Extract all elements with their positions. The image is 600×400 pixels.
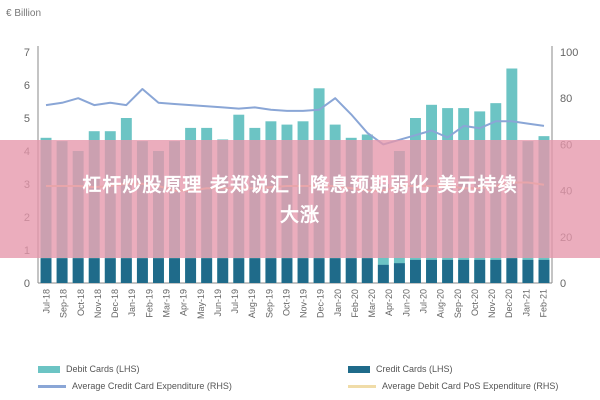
x-tick-label: Dec-20 [504, 289, 514, 318]
credit-cards-bar [40, 258, 52, 283]
x-tick-label: Nov-19 [299, 289, 309, 318]
credit-cards-bar [120, 258, 132, 283]
credit-cards-bar [233, 258, 245, 283]
credit-cards-bar [458, 259, 470, 283]
x-tick-label: Oct-18 [76, 289, 86, 316]
overlay-banner-line-2: 大涨 [279, 204, 320, 226]
legend-label-debit: Debit Cards (LHS) [66, 364, 140, 374]
credit-cards-bar [377, 264, 389, 283]
legend-swatch-credit [348, 365, 370, 373]
legend-item-debit: Debit Cards (LHS) [38, 364, 140, 374]
x-tick-label: Jul-20 [419, 289, 429, 314]
credit-cards-bar [281, 258, 293, 283]
credit-cards-bar [410, 259, 421, 283]
credit-cards-bar [169, 258, 180, 283]
right-y-tick-label: 80 [560, 93, 572, 105]
credit-cards-bar [72, 258, 84, 283]
credit-cards-bar [249, 258, 261, 283]
legend-item-credit: Credit Cards (LHS) [348, 364, 453, 374]
x-tick-label: Mar-20 [367, 289, 377, 318]
legend-item-avg-debit: Average Debit Card PoS Expenditure (RHS) [348, 381, 558, 391]
overlay-banner-text: 杠杆炒股原理 老郑说汇｜降息预期弱化 美元持续 大涨 [6, 170, 594, 230]
x-tick-label: Mar-19 [162, 289, 172, 318]
left-y-tick-label: 0 [24, 278, 30, 290]
credit-cards-bar [442, 259, 454, 283]
x-tick-label: Nov-18 [93, 289, 103, 318]
x-tick-label: Apr-19 [179, 289, 189, 316]
legend-swatch-avg-credit [38, 384, 66, 388]
x-tick-label: Jul-18 [42, 289, 52, 314]
x-tick-label: Jun-19 [213, 289, 223, 317]
credit-cards-bar [88, 258, 100, 283]
right-y-tick-label: 0 [560, 278, 566, 290]
credit-cards-bar [538, 259, 550, 283]
credit-cards-bar [201, 258, 213, 283]
right-y-tick-label: 100 [560, 47, 578, 59]
x-tick-label: Jan-20 [333, 289, 343, 317]
credit-cards-bar [136, 258, 148, 283]
legend-label-avg-debit: Average Debit Card PoS Expenditure (RHS) [382, 381, 559, 391]
legend-swatch-avg-debit [348, 384, 376, 388]
overlay-banner-line-1: 杠杆炒股原理 老郑说汇｜降息预期弱化 美元持续 [82, 174, 518, 196]
x-tick-label: Apr-20 [384, 289, 394, 316]
x-tick-label: May-19 [196, 289, 206, 319]
credit-cards-bar [313, 258, 325, 283]
x-tick-label: Oct-20 [470, 289, 480, 316]
credit-cards-bar [393, 263, 405, 283]
x-tick-label: Oct-19 [281, 289, 291, 316]
x-tick-label: Feb-21 [538, 289, 548, 318]
credit-cards-bar [329, 258, 341, 283]
x-tick-label: Aug-20 [436, 289, 446, 318]
legend-label-avg-credit: Average Credit Card Expenditure (RHS) [72, 381, 232, 391]
x-tick-label: Sep-18 [59, 289, 69, 318]
avg-credit-expenditure-line [45, 88, 545, 146]
credit-cards-bar [506, 258, 518, 283]
legend-label-credit: Credit Cards (LHS) [376, 364, 453, 374]
credit-cards-bar [522, 259, 534, 283]
x-tick-label: Nov-20 [487, 289, 497, 318]
credit-cards-bar [490, 259, 502, 283]
left-y-tick-label: 7 [24, 47, 30, 59]
legend-swatch-debit [38, 365, 60, 373]
credit-cards-bar [345, 258, 357, 283]
x-tick-label: Dec-18 [110, 289, 120, 318]
credit-cards-bar [153, 258, 164, 283]
left-y-tick-label: 6 [24, 80, 30, 92]
x-tick-label: Aug-19 [247, 289, 257, 318]
credit-cards-bar [361, 258, 373, 283]
credit-cards-bar [297, 258, 309, 283]
credit-cards-bar [426, 259, 437, 283]
credit-cards-bar [217, 258, 229, 283]
overlay-banner [0, 140, 600, 258]
x-tick-label: Feb-19 [144, 289, 154, 318]
x-tick-label: Feb-20 [350, 289, 360, 318]
chart-legend: Debit Cards (LHS) Credit Cards (LHS) Ave… [38, 360, 598, 400]
x-tick-label: Jul-19 [230, 289, 240, 314]
credit-cards-bar [185, 258, 197, 283]
left-y-tick-label: 5 [24, 113, 30, 125]
x-tick-label: Jun-20 [401, 289, 411, 317]
left-axis-unit-label: € Billion [6, 8, 42, 19]
legend-item-avg-credit: Average Credit Card Expenditure (RHS) [38, 381, 232, 391]
x-tick-label: Dec-19 [316, 289, 326, 318]
credit-cards-bar [474, 259, 486, 283]
x-tick-label: Jan-21 [521, 289, 531, 317]
credit-cards-bar [265, 258, 277, 283]
credit-cards-bar [56, 258, 68, 283]
x-tick-label: Sep-20 [453, 289, 463, 318]
credit-cards-bar [104, 258, 116, 283]
x-tick-label: Sep-19 [264, 289, 274, 318]
x-tick-label: Jan-19 [127, 289, 137, 317]
